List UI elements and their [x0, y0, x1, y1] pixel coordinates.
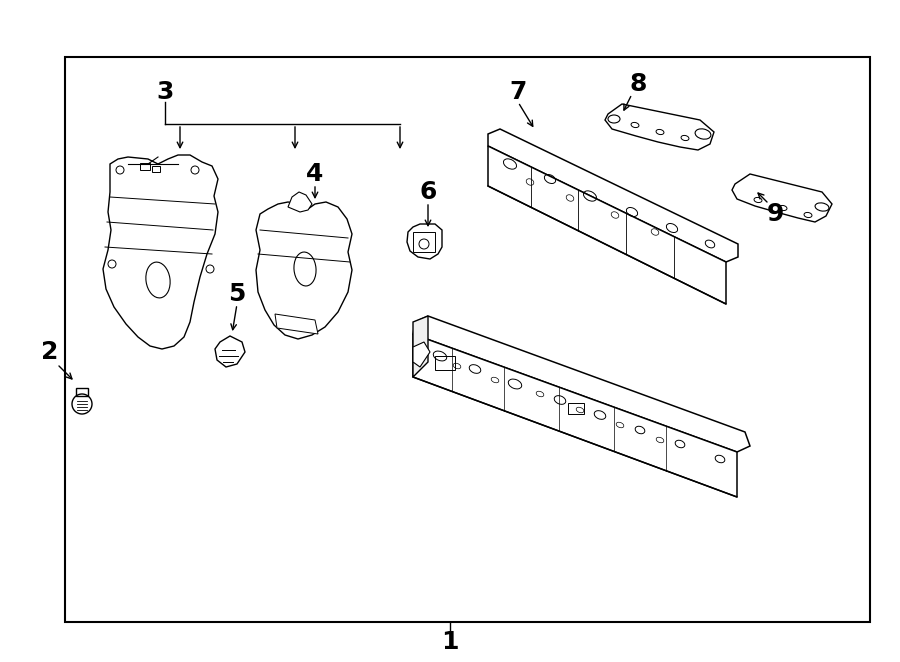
Text: 9: 9 — [766, 202, 784, 226]
Polygon shape — [605, 104, 714, 150]
Text: 7: 7 — [509, 80, 526, 104]
Polygon shape — [413, 334, 737, 497]
Polygon shape — [413, 316, 750, 452]
Text: 2: 2 — [41, 340, 58, 364]
Text: 3: 3 — [157, 80, 174, 104]
Bar — [568, 403, 584, 414]
Polygon shape — [732, 174, 832, 222]
Bar — [152, 166, 160, 172]
Text: 4: 4 — [306, 162, 324, 186]
Polygon shape — [488, 146, 726, 304]
Bar — [413, 232, 435, 252]
Polygon shape — [275, 314, 318, 334]
Polygon shape — [413, 342, 430, 367]
Polygon shape — [488, 129, 738, 262]
Polygon shape — [215, 336, 245, 367]
Bar — [65, 57, 870, 622]
Polygon shape — [103, 155, 218, 349]
Bar — [76, 388, 88, 396]
Polygon shape — [256, 202, 352, 339]
Text: 6: 6 — [419, 180, 436, 204]
Text: 5: 5 — [229, 282, 246, 306]
Polygon shape — [407, 224, 442, 259]
Bar — [435, 356, 455, 370]
Text: 1: 1 — [441, 630, 459, 654]
Text: 8: 8 — [629, 72, 647, 96]
Polygon shape — [288, 192, 312, 212]
Bar — [140, 163, 150, 170]
Polygon shape — [413, 316, 428, 377]
